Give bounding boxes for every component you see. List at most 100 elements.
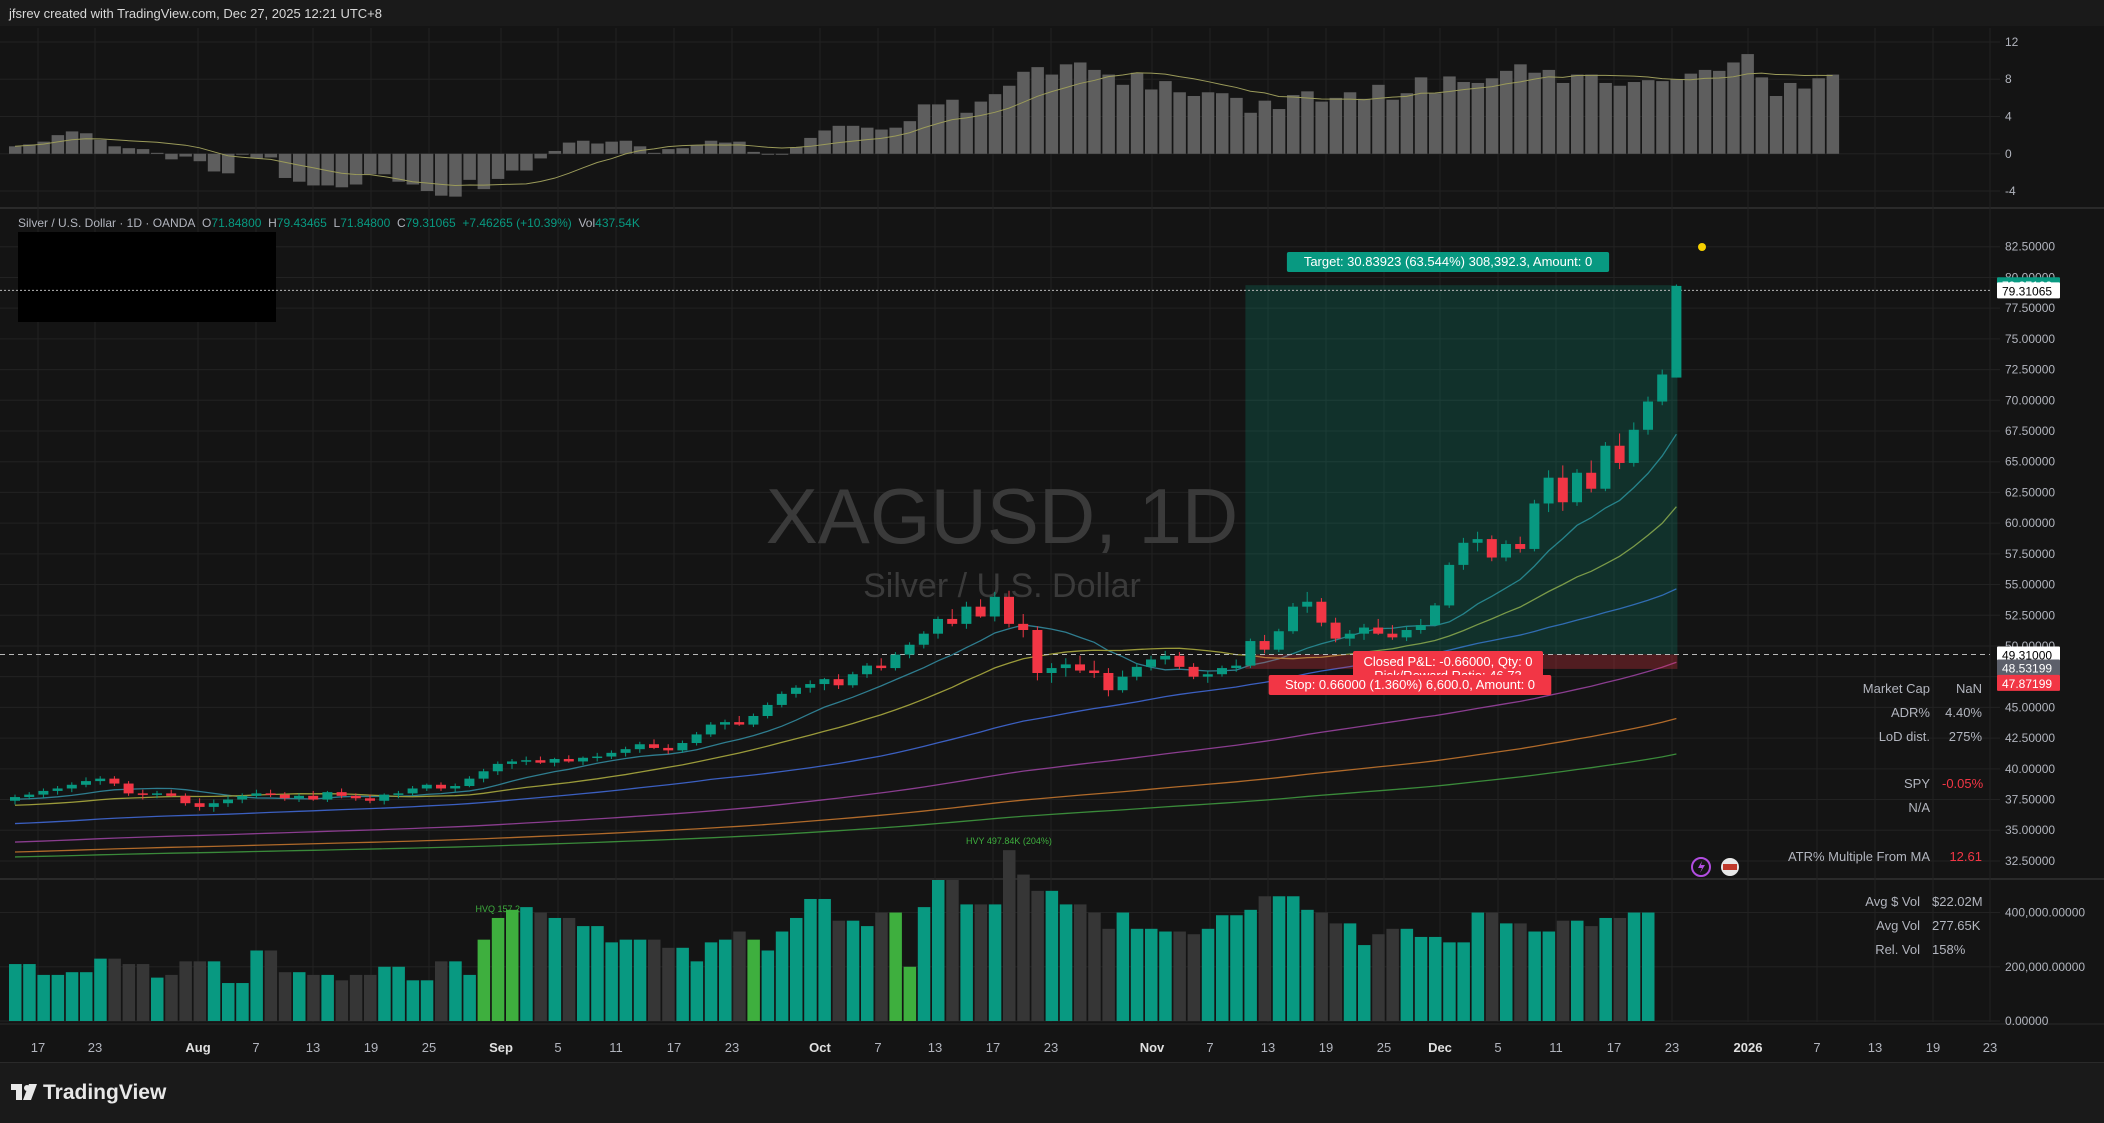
volume-bar bbox=[605, 942, 618, 1021]
osc-histogram-bar bbox=[1429, 93, 1442, 154]
volume-bar bbox=[321, 974, 334, 1021]
alert-icon[interactable] bbox=[1691, 857, 1711, 877]
candle-body bbox=[1472, 539, 1483, 543]
volume-bar bbox=[1485, 912, 1499, 1021]
stop-label-text: Stop: 0.66000 (1.360%) 6,600.0, Amount: … bbox=[1285, 677, 1535, 692]
candle-body bbox=[421, 784, 432, 789]
volume-annotation: HVY 497.84K (204%) bbox=[966, 836, 1052, 846]
osc-histogram-bar bbox=[818, 130, 831, 154]
candle-body bbox=[1060, 664, 1071, 669]
volume-bar bbox=[222, 983, 235, 1021]
osc-histogram-bar bbox=[1287, 95, 1300, 154]
osc-histogram-bar bbox=[662, 149, 675, 154]
candle-body bbox=[1572, 472, 1582, 503]
volume-bar bbox=[932, 880, 945, 1021]
candle-body bbox=[1231, 665, 1242, 669]
volume-bar bbox=[648, 939, 661, 1021]
spy-value: -0.05% bbox=[1942, 776, 1984, 791]
time-axis-label: 23 bbox=[1983, 1040, 1997, 1055]
legend-high: 79.43465 bbox=[276, 216, 327, 230]
volume-axis-label: 400,000.00000 bbox=[2005, 906, 2085, 920]
volume-bar bbox=[1173, 931, 1186, 1021]
volume-bar bbox=[761, 950, 775, 1021]
candle-body bbox=[1515, 544, 1526, 549]
price-axis-label: 35.00000 bbox=[2005, 823, 2055, 837]
price-tag-text: 79.31065 bbox=[2002, 284, 2052, 298]
osc-histogram-bar bbox=[392, 153, 405, 182]
osc-histogram-bar bbox=[1059, 64, 1073, 154]
price-axis-label: 37.50000 bbox=[2005, 793, 2055, 807]
osc-histogram-bar bbox=[122, 148, 136, 154]
osc-axis-label: 12 bbox=[2005, 35, 2019, 49]
tradingview-logo-icon bbox=[11, 1084, 37, 1100]
legend-symbol[interactable]: Silver / U.S. Dollar · 1D · OANDA bbox=[18, 216, 196, 230]
candle-body bbox=[606, 752, 617, 757]
volume-bar bbox=[548, 917, 562, 1021]
osc-histogram-bar bbox=[1187, 96, 1201, 154]
osc-histogram-bar bbox=[875, 129, 888, 154]
candle-body bbox=[1657, 374, 1668, 402]
price-tag-text: 49.31000 bbox=[2002, 648, 2052, 662]
candle-body bbox=[81, 781, 91, 785]
stat-value: 275% bbox=[1948, 729, 1982, 744]
price-axis-label: 42.50000 bbox=[2005, 731, 2055, 745]
legend-close-label: C bbox=[396, 216, 406, 230]
volume-bar bbox=[619, 939, 633, 1021]
volume-bar bbox=[861, 926, 874, 1021]
osc-histogram-bar bbox=[80, 133, 93, 154]
candle-body bbox=[251, 793, 262, 796]
osc-histogram-bar bbox=[1201, 92, 1215, 154]
stop-label: Stop: 0.66000 (1.360%) 6,600.0, Amount: … bbox=[1268, 675, 1552, 695]
time-axis-label: 17 bbox=[986, 1040, 1000, 1055]
volume-bar bbox=[875, 912, 888, 1021]
osc-histogram-bar bbox=[648, 152, 661, 154]
time-axis-label: 25 bbox=[422, 1040, 436, 1055]
candle-body bbox=[279, 794, 290, 799]
volume-bar bbox=[1059, 904, 1073, 1021]
candle-body bbox=[52, 788, 63, 791]
candle-body bbox=[66, 784, 77, 789]
volume-bar bbox=[1159, 931, 1172, 1021]
volume-bar bbox=[1145, 928, 1158, 1021]
tradingview-logo[interactable]: TradingView bbox=[11, 1081, 166, 1105]
volume-bar bbox=[1315, 912, 1328, 1021]
candle-body bbox=[336, 792, 347, 796]
candle-body bbox=[805, 684, 816, 688]
osc-histogram-bar bbox=[1585, 74, 1598, 154]
volume-bar bbox=[633, 939, 647, 1021]
atr-value: 12.61 bbox=[1949, 849, 1982, 864]
candle-body bbox=[180, 795, 191, 804]
volume-bar bbox=[1642, 912, 1655, 1021]
candle-body bbox=[720, 722, 730, 725]
osc-histogram-bar bbox=[151, 152, 164, 154]
candle-body bbox=[1359, 627, 1369, 634]
ma-10-line bbox=[14, 433, 1677, 800]
osc-histogram-bar bbox=[1358, 98, 1371, 154]
spy-row: SPY -0.05% bbox=[1840, 772, 1984, 796]
volume-bar bbox=[946, 880, 959, 1021]
candle-body bbox=[947, 618, 958, 624]
footer-bar: TradingView bbox=[0, 1062, 2104, 1123]
candle-body bbox=[208, 803, 219, 807]
legend-volume-label: Vol bbox=[578, 216, 596, 230]
time-axis-label: 5 bbox=[554, 1040, 561, 1055]
candle-body bbox=[1586, 472, 1597, 489]
volume-bar bbox=[818, 898, 831, 1021]
candle-body bbox=[294, 795, 304, 799]
volume-bar bbox=[1130, 928, 1144, 1021]
osc-histogram-bar bbox=[236, 153, 249, 155]
candle-body bbox=[1046, 668, 1057, 673]
candle-body bbox=[223, 799, 233, 804]
osc-histogram-bar bbox=[1088, 69, 1101, 154]
osc-histogram-bar bbox=[420, 153, 434, 192]
osc-histogram-bar bbox=[1642, 80, 1655, 154]
osc-histogram-bar bbox=[1414, 77, 1428, 154]
osc-histogram-bar bbox=[1102, 74, 1115, 154]
candle-body bbox=[1117, 676, 1128, 691]
osc-histogram-bar bbox=[1613, 85, 1627, 154]
osc-histogram-bar bbox=[94, 139, 107, 154]
osc-histogram-bar bbox=[1386, 99, 1399, 154]
osc-histogram-bar bbox=[633, 146, 647, 154]
price-chart[interactable]: 17 23 Aug 7 13 19 25 Sep 5 11 17 23 Oct 7 13 17 23 Nov 7 13… bbox=[0, 0, 2104, 1062]
volume-bar bbox=[1627, 912, 1641, 1021]
